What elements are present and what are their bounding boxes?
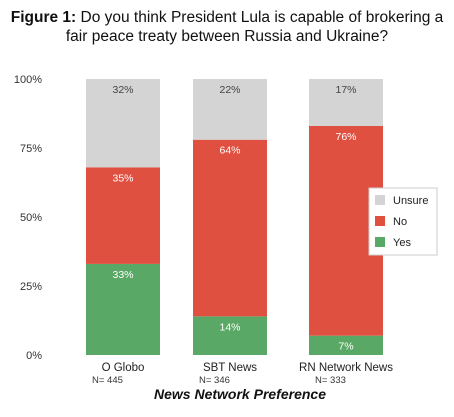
- data-label: 22%: [219, 84, 240, 96]
- y-tick-label: 100%: [14, 74, 42, 86]
- sample-size-label: N= 346: [199, 375, 230, 386]
- bar-segment-yes: [309, 335, 383, 355]
- bar-segment-yes: [193, 316, 267, 355]
- legend-label-yes: Yes: [393, 237, 411, 249]
- x-tick-label: RN Network News: [299, 362, 393, 374]
- data-label: 33%: [112, 269, 133, 281]
- data-label: 35%: [112, 172, 133, 184]
- y-tick-label: 75%: [20, 143, 42, 155]
- data-label: 64%: [219, 145, 240, 157]
- chart-title: Figure 1: Do you think President Lula is…: [0, 8, 454, 46]
- data-label: 17%: [335, 84, 356, 96]
- y-tick-label: 25%: [20, 281, 42, 293]
- bar-segment-unsure: [193, 79, 267, 140]
- bar-segment-no: [193, 139, 267, 317]
- bar-segment-yes: [86, 263, 160, 355]
- y-tick-label: 0%: [26, 350, 42, 362]
- bar-segment-unsure: [309, 79, 383, 126]
- legend-label-no: No: [393, 216, 407, 228]
- data-label: 32%: [112, 84, 133, 96]
- sample-size-label: N= 445: [92, 375, 123, 386]
- legend-swatch-unsure: [375, 195, 385, 205]
- legend-label-unsure: Unsure: [393, 195, 428, 207]
- bar-segment-no: [86, 167, 160, 264]
- data-label: 76%: [335, 131, 356, 143]
- y-tick-label: 50%: [20, 212, 42, 224]
- x-axis-title: News Network Preference: [154, 386, 326, 402]
- title-question: Do you think President Lula is capable o…: [65, 9, 444, 45]
- legend-swatch-yes: [375, 237, 385, 247]
- x-tick-label: O Globo: [102, 362, 145, 374]
- data-label: 7%: [338, 341, 353, 353]
- figure-number: Figure 1:: [10, 9, 77, 26]
- bar-segment-unsure: [86, 79, 160, 168]
- x-tick-label: SBT News: [203, 362, 257, 374]
- sample-size-label: N= 333: [315, 375, 346, 386]
- legend-swatch-no: [375, 216, 385, 226]
- data-label: 14%: [219, 321, 240, 333]
